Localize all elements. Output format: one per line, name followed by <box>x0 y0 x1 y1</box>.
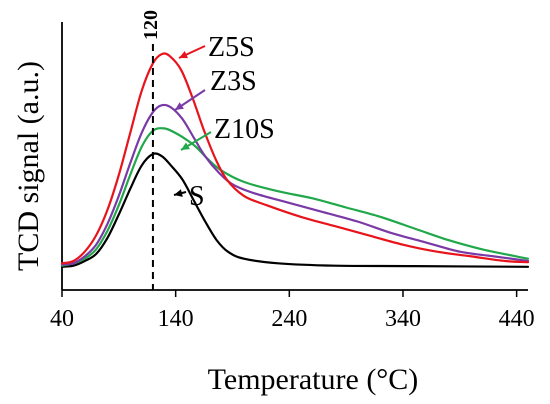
x-ticks: 40 140 240 340 440 <box>50 290 535 332</box>
series-label-z3s: Z3S <box>210 66 257 97</box>
reference-line-group: 120 <box>140 10 162 290</box>
series-label-z5s: Z5S <box>208 32 255 63</box>
x-tick-label: 240 <box>271 306 307 332</box>
y-axis-title: TCD signal (a.u.) <box>12 61 45 271</box>
series-arrowhead-s <box>174 189 183 197</box>
series-line-z10s <box>60 127 530 267</box>
series-label-s: S <box>189 181 205 212</box>
x-tick-label: 340 <box>385 306 421 332</box>
x-tick-label: 440 <box>499 306 535 332</box>
series-line-z5s <box>60 52 530 265</box>
x-tick-label: 140 <box>158 306 194 332</box>
series-arrowhead-z3s <box>175 102 184 110</box>
series-arrowhead-z5s <box>179 51 188 59</box>
series-curves <box>60 52 530 268</box>
axes <box>61 22 528 291</box>
series-arrowhead-z10s <box>181 142 190 150</box>
series-line-z3s <box>60 103 530 266</box>
x-axis-title: Temperature (°C) <box>208 363 419 396</box>
x-tick-label: 40 <box>50 306 74 332</box>
series-label-z10s: Z10S <box>214 114 275 145</box>
reference-line-label: 120 <box>140 10 162 40</box>
series-line-s <box>60 152 530 268</box>
